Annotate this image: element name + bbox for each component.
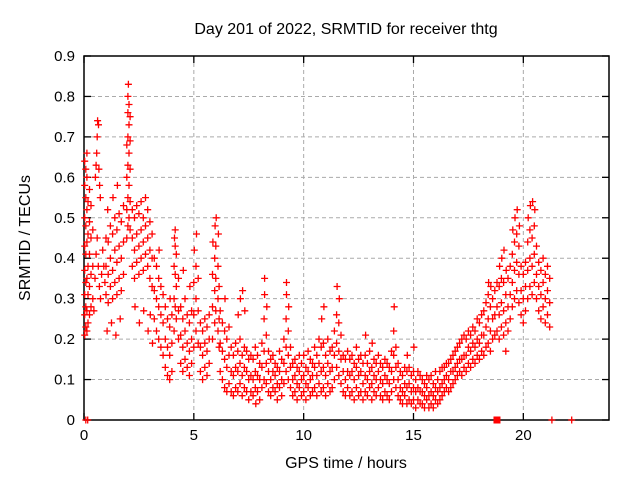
scatter-plus-markers [81,80,576,424]
y-tick-label: 0.4 [54,250,75,267]
y-tick-label: 0.8 [54,88,75,105]
scatter-square-marker [493,416,501,424]
x-axis-label: GPS time / hours [285,455,407,472]
y-tick-label: 0 [67,412,75,429]
x-tick-label: 0 [80,427,88,444]
y-tick-label: 0.5 [54,210,75,227]
chart-title: Day 201 of 2022, SRMTID for receiver tht… [194,21,497,38]
label-layer: Day 201 of 2022, SRMTID for receiver tht… [17,21,532,472]
y-tick-label: 0.6 [54,169,75,186]
y-tick-label: 0.3 [54,291,75,308]
y-axis-label: SRMTID / TECUs [17,175,34,301]
x-tick-label: 5 [190,427,198,444]
data-points-layer [81,80,576,424]
y-tick-label: 0.2 [54,331,75,348]
x-tick-label: 20 [515,427,532,444]
y-tick-label: 0.1 [54,372,75,389]
plot-border [83,55,610,421]
x-tick-label: 10 [295,427,312,444]
y-tick-label: 0.9 [54,48,75,65]
y-tick-label: 0.7 [54,129,75,146]
x-tick-label: 15 [405,427,422,444]
